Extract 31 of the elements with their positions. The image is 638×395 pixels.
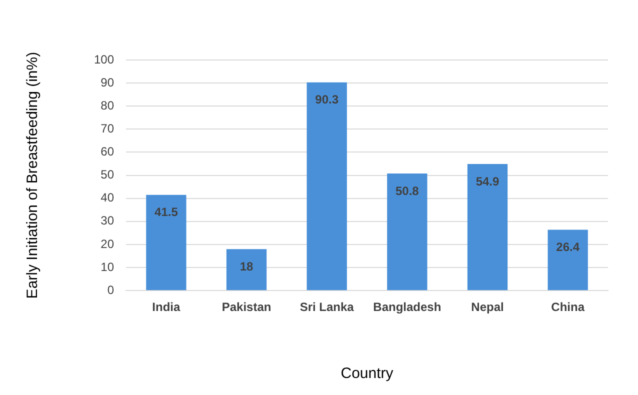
- bar: [467, 164, 508, 290]
- y-tick-label: 20: [100, 236, 114, 251]
- x-tick-label: Bangladesh: [373, 300, 442, 314]
- data-label: 50.8: [395, 184, 420, 198]
- bar: [548, 230, 588, 290]
- data-label: 41.5: [154, 205, 178, 220]
- bar: [226, 249, 267, 290]
- y-tick-label: 30: [100, 214, 114, 228]
- bar: [306, 82, 347, 290]
- y-axis-title: Early Initiation of Breastfeeding (in%): [24, 52, 42, 299]
- data-label: 26.4: [556, 240, 580, 254]
- data-label: 18: [240, 259, 254, 274]
- x-tick-label: China: [551, 300, 585, 314]
- y-tick-label: 10: [100, 260, 114, 274]
- x-tick-label: India: [152, 300, 181, 314]
- x-axis-title: Country: [340, 365, 394, 382]
- y-tick-label: 80: [100, 98, 114, 112]
- data-label: 54.9: [476, 174, 500, 188]
- y-tick-label: 0: [107, 282, 114, 297]
- bar: [146, 194, 186, 290]
- y-tick-label: 40: [100, 190, 114, 205]
- x-tick-label: Sri Lanka: [300, 300, 354, 314]
- y-tick-label: 70: [100, 121, 114, 136]
- y-tick-label: 90: [100, 75, 114, 90]
- y-tick-label: 100: [94, 52, 114, 66]
- bar: [387, 173, 428, 290]
- x-tick-label: Pakistan: [222, 300, 272, 314]
- y-tick-label: 60: [100, 144, 114, 159]
- y-tick-label: 50: [100, 168, 114, 182]
- x-tick-label: Nepal: [471, 300, 504, 314]
- data-label: 90.3: [315, 92, 339, 107]
